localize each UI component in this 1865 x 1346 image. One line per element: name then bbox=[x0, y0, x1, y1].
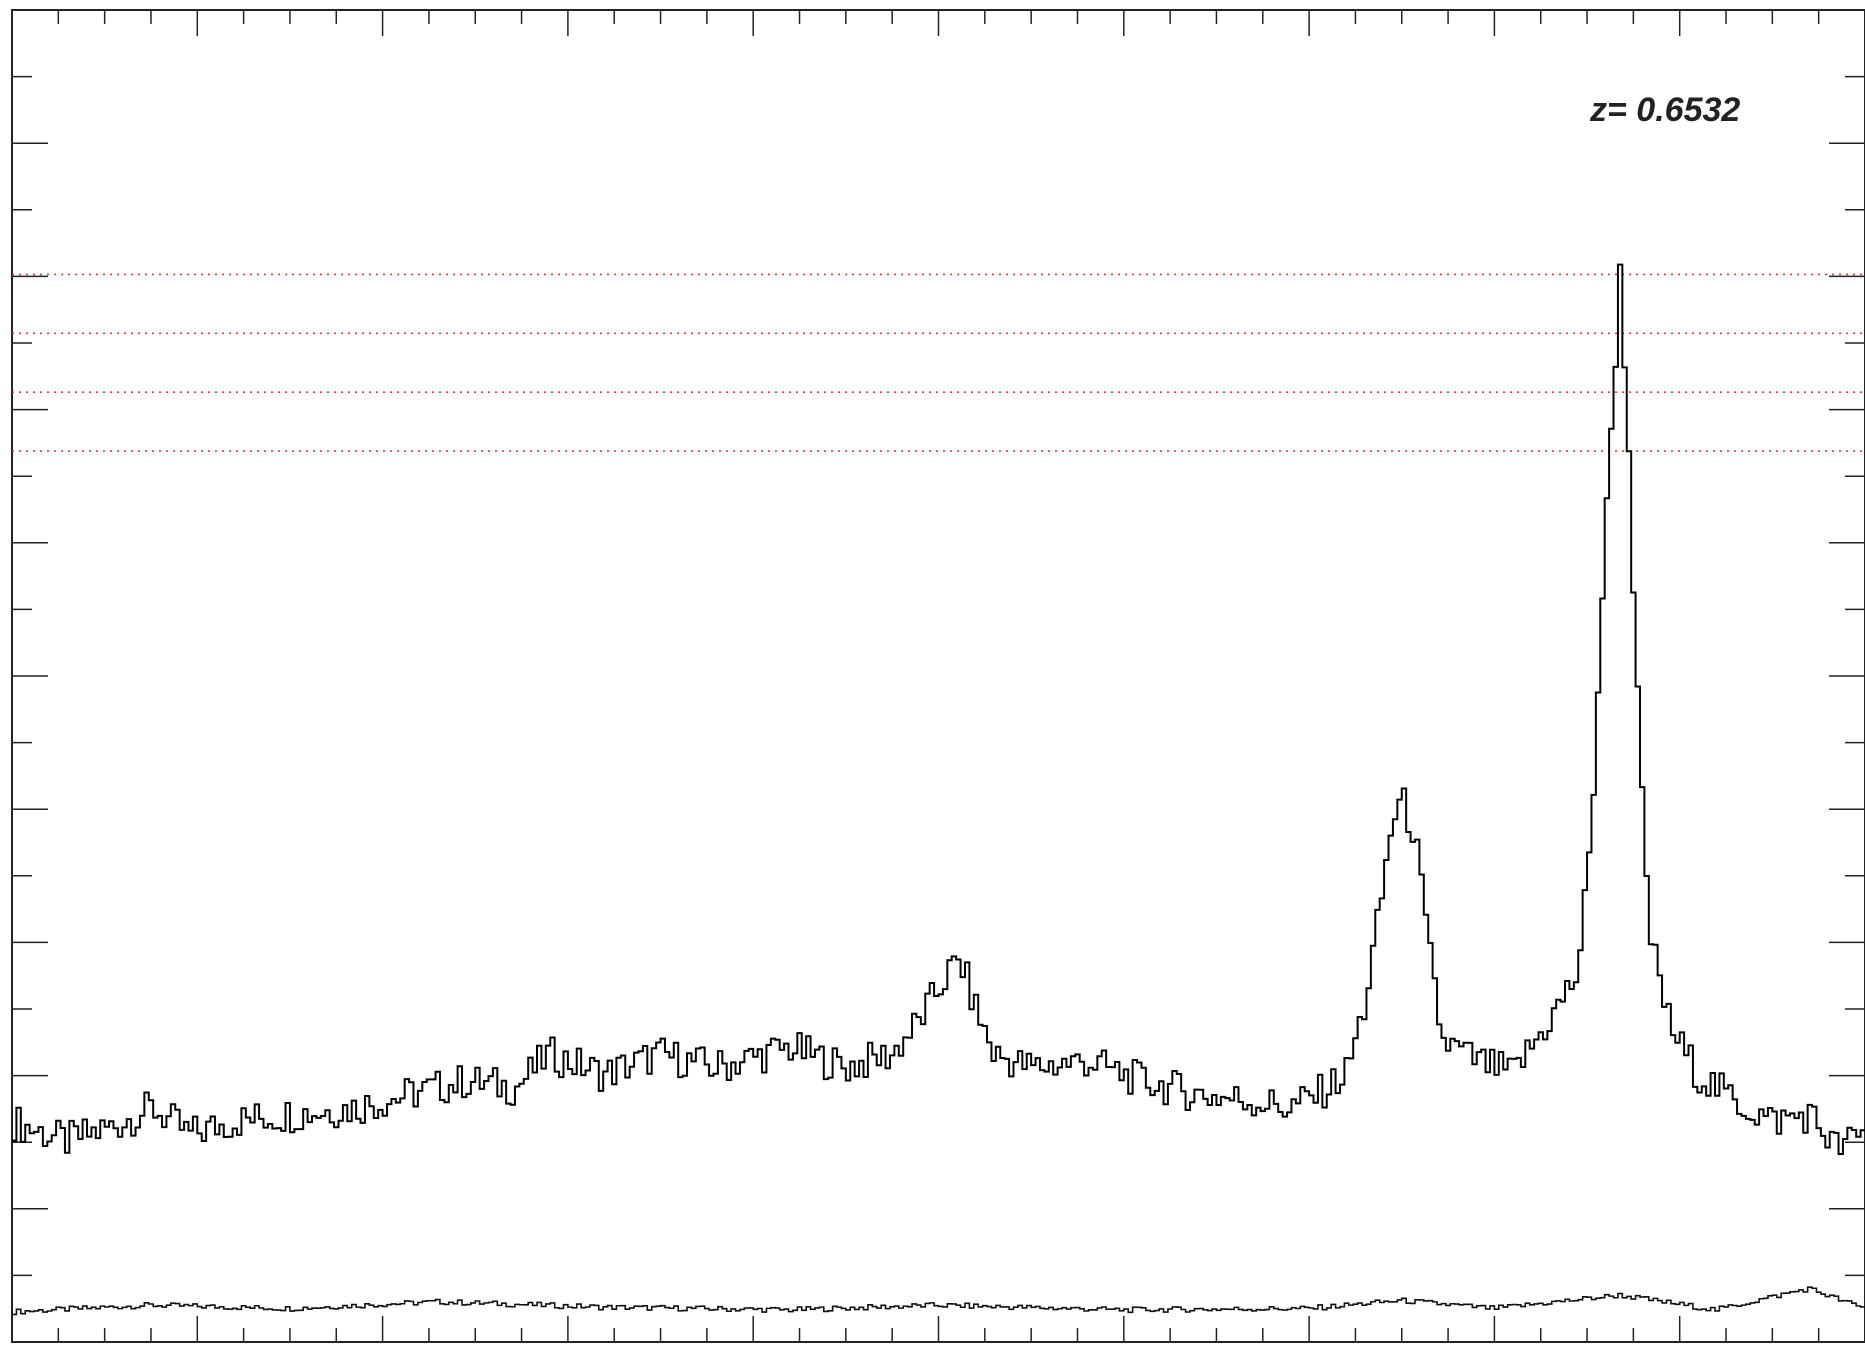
primary-spectrum-line bbox=[12, 263, 1865, 1156]
plot-frame bbox=[11, 9, 1865, 1343]
axis-ticks bbox=[12, 10, 1865, 1342]
redshift-label: z= 0.6532 bbox=[1589, 91, 1740, 129]
reference-lines bbox=[12, 273, 1865, 452]
secondary-spectrum-line bbox=[12, 1286, 1865, 1316]
